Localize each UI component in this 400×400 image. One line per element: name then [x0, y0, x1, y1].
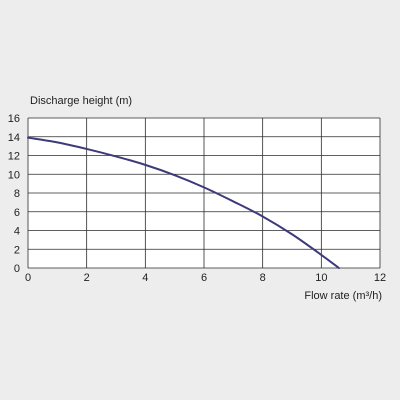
y-tick-label: 16	[8, 113, 20, 125]
pump-curve-line	[27, 136, 340, 269]
y-axis-title: Discharge height (m)	[30, 95, 132, 107]
x-tick-label: 12	[374, 272, 386, 284]
x-tick-label: 0	[25, 272, 31, 284]
y-tick-label: 0	[14, 263, 20, 275]
y-tick-label: 14	[8, 132, 20, 144]
y-tick-label: 8	[14, 188, 20, 200]
grid-layer	[27, 117, 381, 269]
y-tick-label: 10	[8, 169, 20, 181]
tick-labels-layer: 0 2 4 6 8 10 12 14 16 0 2 4 6 8 10 12	[8, 113, 386, 284]
x-tick-label: 8	[260, 272, 266, 284]
y-tick-label: 12	[8, 151, 20, 163]
x-tick-label: 6	[201, 272, 207, 284]
y-tick-label: 2	[14, 244, 20, 256]
y-tick-label: 6	[14, 207, 20, 219]
y-tick-label: 4	[14, 226, 20, 238]
x-tick-label: 10	[315, 272, 327, 284]
x-tick-label: 4	[142, 272, 148, 284]
x-tick-label: 2	[84, 272, 90, 284]
x-axis-title: Flow rate (m³/h)	[304, 290, 382, 302]
